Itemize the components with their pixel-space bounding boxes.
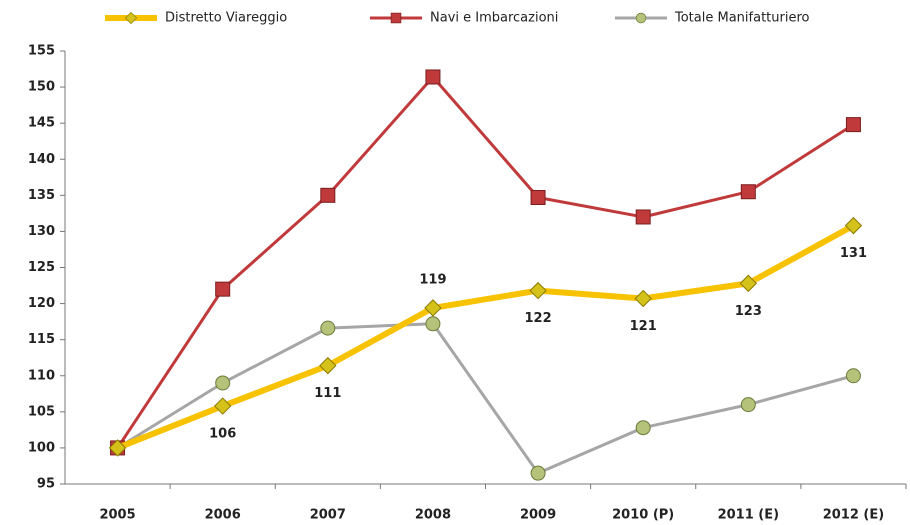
y-tick-label: 95 xyxy=(37,477,55,492)
data-label: 121 xyxy=(630,319,657,334)
y-tick-label: 135 xyxy=(28,188,55,203)
legend-marker xyxy=(124,11,138,25)
y-tick-label: 110 xyxy=(28,368,55,383)
marker xyxy=(529,281,547,300)
marker xyxy=(634,289,652,308)
series-line xyxy=(116,223,855,451)
marker xyxy=(425,69,441,85)
marker xyxy=(424,299,442,317)
y-tick-label: 155 xyxy=(28,44,55,59)
x-tick-label: 2009 xyxy=(520,508,556,523)
y-tick-label: 100 xyxy=(28,440,55,455)
y-tick-label: 150 xyxy=(28,80,55,95)
marker xyxy=(740,184,756,200)
marker xyxy=(845,368,861,384)
y-tick-label: 115 xyxy=(28,332,55,347)
data-label: 131 xyxy=(840,246,867,261)
marker xyxy=(320,187,336,203)
y-tick-label: 130 xyxy=(28,224,55,239)
y-tick-label: 125 xyxy=(28,260,55,275)
data-label: 106 xyxy=(209,427,236,442)
series-line xyxy=(116,75,855,449)
marker xyxy=(215,281,231,297)
y-tick-label: 120 xyxy=(28,296,55,311)
data-label: 123 xyxy=(735,304,762,319)
series-line xyxy=(116,322,854,475)
marker xyxy=(739,274,758,293)
data-label: 111 xyxy=(314,386,341,401)
marker xyxy=(425,316,441,332)
y-tick-label: 145 xyxy=(28,116,55,131)
marker xyxy=(845,117,861,133)
x-tick-label: 2012 (E) xyxy=(823,508,884,523)
marker xyxy=(319,356,337,375)
legend-label: Totale Manifatturiero xyxy=(674,11,810,26)
x-tick-label: 2005 xyxy=(99,508,135,523)
x-tick-label: 2010 (P) xyxy=(612,508,674,523)
marker xyxy=(215,375,231,391)
x-tick-label: 2006 xyxy=(205,508,241,523)
legend-label: Distretto Viareggio xyxy=(165,11,287,26)
marker xyxy=(213,397,232,415)
marker xyxy=(635,420,651,436)
marker xyxy=(320,320,336,336)
marker xyxy=(108,439,127,457)
data-label: 119 xyxy=(419,272,446,287)
x-tick-label: 2008 xyxy=(415,508,451,523)
x-tick-label: 2011 (E) xyxy=(718,508,779,523)
legend-marker xyxy=(635,12,647,24)
x-tick-label: 2007 xyxy=(310,508,346,523)
legend-label: Navi e Imbarcazioni xyxy=(430,11,558,26)
y-tick-label: 105 xyxy=(28,404,55,419)
marker xyxy=(530,189,546,205)
y-tick-label: 140 xyxy=(28,152,55,167)
marker xyxy=(844,216,863,235)
data-label: 122 xyxy=(524,311,551,326)
marker xyxy=(635,209,651,225)
legend-marker xyxy=(390,12,402,24)
marker xyxy=(530,465,546,481)
marker xyxy=(740,397,756,413)
